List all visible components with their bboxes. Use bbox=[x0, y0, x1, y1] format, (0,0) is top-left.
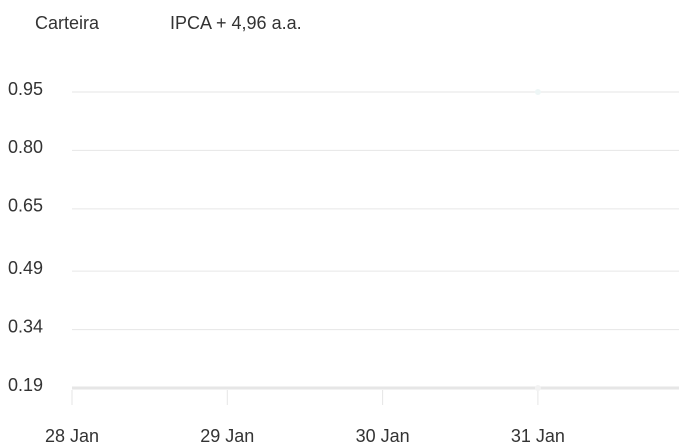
y-tick-label: 0.95 bbox=[8, 79, 43, 99]
series-point bbox=[534, 89, 541, 95]
y-tick-label: 0.80 bbox=[8, 137, 43, 157]
x-tick-label: 31 Jan bbox=[511, 426, 565, 444]
series-point bbox=[534, 385, 541, 391]
x-tick-label: 28 Jan bbox=[45, 426, 99, 444]
legend-label: Carteira bbox=[35, 13, 100, 33]
legend-label: IPCA + 4,96 a.a. bbox=[170, 13, 302, 33]
y-tick-label: 0.65 bbox=[8, 196, 43, 216]
x-tick-label: 29 Jan bbox=[200, 426, 254, 444]
y-tick-label: 0.19 bbox=[8, 375, 43, 395]
y-tick-label: 0.49 bbox=[8, 258, 43, 278]
x-tick-label: 30 Jan bbox=[356, 426, 410, 444]
y-tick-label: 0.34 bbox=[8, 316, 43, 336]
